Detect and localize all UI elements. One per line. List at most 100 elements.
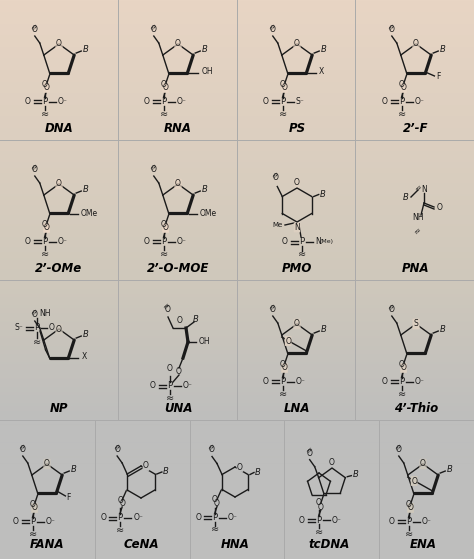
Text: P: P: [42, 97, 47, 106]
Text: O: O: [144, 238, 150, 247]
Bar: [0, 280, 474, 420]
Text: O: O: [401, 363, 407, 372]
Text: O: O: [280, 80, 285, 89]
Text: ≈: ≈: [412, 181, 424, 193]
Text: O: O: [44, 83, 49, 92]
Text: O: O: [176, 367, 182, 377]
Text: O: O: [282, 238, 288, 247]
Text: O: O: [212, 495, 218, 505]
Text: O⁻: O⁻: [228, 513, 238, 522]
Text: O: O: [44, 459, 50, 468]
Text: O: O: [163, 83, 169, 92]
Text: UNA: UNA: [164, 401, 192, 415]
Text: O: O: [177, 316, 183, 325]
Text: B: B: [82, 330, 88, 339]
Text: O⁻: O⁻: [415, 377, 425, 386]
Text: O: O: [263, 97, 269, 106]
Text: O: O: [437, 203, 443, 212]
Text: N: N: [294, 223, 300, 232]
Text: ≈: ≈: [28, 305, 39, 317]
Text: O: O: [270, 305, 276, 314]
Text: O: O: [406, 500, 411, 509]
Text: B: B: [82, 184, 88, 193]
Text: B: B: [439, 325, 445, 334]
Text: O: O: [282, 83, 288, 92]
Text: ≈: ≈: [205, 441, 217, 452]
Bar: [0, 140, 474, 280]
Text: O⁻: O⁻: [46, 518, 55, 527]
Text: ENA: ENA: [410, 538, 437, 552]
Text: ≈: ≈: [160, 249, 168, 259]
Text: O⁻: O⁻: [183, 381, 193, 391]
Text: O: O: [56, 40, 62, 49]
Text: O: O: [273, 173, 278, 182]
Text: LNA: LNA: [284, 401, 310, 415]
Text: B: B: [82, 45, 88, 54]
Text: O: O: [13, 518, 18, 527]
Text: X: X: [82, 352, 87, 362]
Text: O: O: [175, 179, 181, 188]
Text: ≈: ≈: [411, 224, 423, 236]
Text: O: O: [389, 518, 394, 527]
Text: B: B: [320, 45, 326, 54]
Text: O: O: [294, 40, 300, 49]
Text: N: N: [421, 186, 427, 195]
Text: ≈: ≈: [16, 440, 27, 452]
Text: 4’-Thio: 4’-Thio: [394, 401, 438, 415]
Text: NP: NP: [50, 401, 68, 415]
Text: ≈: ≈: [160, 109, 168, 119]
Text: P: P: [118, 514, 123, 523]
Text: OH: OH: [199, 337, 210, 345]
Text: O: O: [307, 449, 313, 458]
Text: NH: NH: [39, 310, 51, 319]
Text: ≈: ≈: [266, 300, 277, 312]
Text: F: F: [66, 494, 71, 503]
Text: P: P: [399, 377, 404, 386]
Text: ≈: ≈: [298, 249, 306, 259]
Text: P: P: [399, 97, 404, 106]
Text: P: P: [280, 377, 285, 386]
Text: O: O: [382, 377, 388, 386]
Text: O: O: [100, 514, 106, 523]
Text: O: O: [237, 462, 243, 471]
Text: ≈: ≈: [110, 440, 122, 452]
Text: O: O: [161, 80, 166, 89]
Bar: [0, 0, 474, 140]
Text: O: O: [329, 458, 335, 467]
Text: O: O: [114, 445, 120, 454]
Text: O: O: [150, 381, 156, 391]
Text: ≈: ≈: [385, 300, 396, 312]
Text: P: P: [280, 97, 285, 106]
Text: O: O: [209, 446, 215, 454]
Text: O: O: [49, 324, 55, 333]
Text: ≈: ≈: [28, 529, 36, 539]
Text: tcDNA: tcDNA: [308, 538, 350, 552]
Text: FANA: FANA: [30, 538, 64, 552]
Text: PNA: PNA: [402, 262, 430, 274]
Text: B: B: [163, 467, 169, 476]
Text: O: O: [280, 360, 285, 369]
Text: O⁻: O⁻: [415, 97, 425, 106]
Text: PMO: PMO: [282, 262, 312, 274]
Text: O⁻: O⁻: [58, 97, 67, 106]
Text: O: O: [44, 224, 49, 233]
Text: ≈: ≈: [266, 20, 277, 32]
Text: O: O: [144, 97, 150, 106]
Text: O: O: [401, 83, 407, 92]
Text: O: O: [32, 504, 37, 513]
Text: ≈: ≈: [166, 393, 174, 403]
Text: ≈: ≈: [33, 337, 41, 347]
Text: O: O: [294, 178, 300, 187]
Text: O: O: [163, 224, 169, 233]
Text: ≈: ≈: [41, 109, 49, 119]
Text: 2’-F: 2’-F: [403, 121, 429, 135]
Text: Me: Me: [273, 222, 283, 228]
Text: ≈: ≈: [41, 249, 49, 259]
Text: ≈: ≈: [315, 527, 323, 537]
Text: ≈: ≈: [211, 524, 219, 534]
Text: OMe: OMe: [200, 210, 217, 219]
Text: ≈: ≈: [147, 160, 158, 172]
Text: P: P: [212, 513, 218, 522]
Text: O: O: [20, 445, 26, 454]
Text: ≈: ≈: [269, 169, 280, 180]
